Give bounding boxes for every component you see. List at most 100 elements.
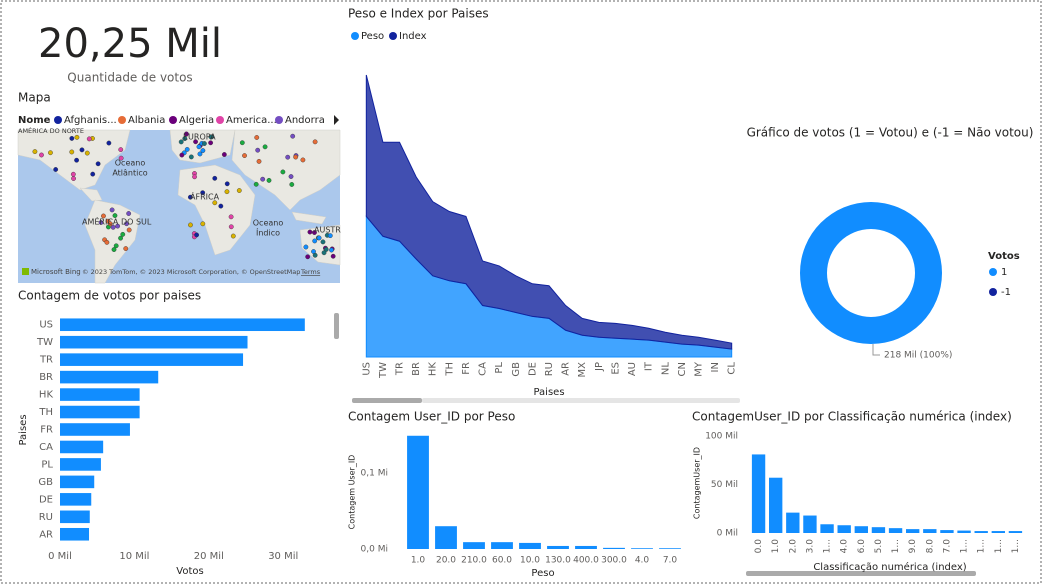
map-marker [239, 140, 245, 146]
y-tick-label: FR [40, 425, 53, 436]
map-marker [104, 239, 110, 245]
x-tick-label: AR [561, 362, 572, 376]
y-tick-label: TH [38, 407, 53, 418]
map-marker [71, 176, 76, 181]
bar [519, 542, 541, 549]
map-marker [323, 247, 329, 252]
map-marker [253, 181, 259, 187]
map-marker [212, 175, 218, 181]
map-marker [293, 154, 299, 160]
map-marker [327, 233, 333, 239]
map-marker [256, 158, 262, 164]
x-tick-label: 30 Mil [268, 551, 298, 562]
bar [60, 335, 248, 349]
x-tick-label: 5.0 [874, 539, 884, 554]
map-marker [106, 140, 112, 146]
bar [60, 458, 101, 471]
map-marker [111, 247, 117, 252]
x-axis-title: Paises [533, 387, 564, 398]
map-marker [109, 207, 115, 213]
map-marker [53, 167, 59, 172]
map-marker [288, 174, 294, 179]
x-tick-label: 7.0 [942, 539, 952, 554]
x-axis-title: Classificação numérica (index) [813, 561, 966, 573]
x-tick-label: 210.0 [461, 556, 487, 566]
map-marker [70, 171, 76, 177]
map-marker [187, 194, 193, 200]
map-marker [118, 235, 123, 241]
x-tick-label: ES [610, 362, 621, 375]
x-tick-label: 10.0 [520, 556, 540, 566]
y-tick-label: 50 Mil [711, 480, 738, 490]
map-marker [120, 231, 126, 237]
chart-title: Contagem User_ID por Peso [348, 410, 515, 424]
map-marker [193, 139, 198, 145]
map-marker [95, 161, 101, 167]
map-marker [221, 152, 227, 157]
map-marker [224, 181, 230, 187]
y-axis-title: ContagemUser_ID [693, 447, 702, 519]
map-marker [254, 135, 260, 140]
map-marker [289, 182, 295, 187]
map-marker [179, 152, 185, 158]
bar [751, 454, 766, 533]
map-marker [188, 154, 194, 160]
map-marker [212, 200, 218, 206]
legend-arrow[interactable] [334, 115, 339, 125]
bar [888, 528, 903, 533]
x-tick-label: US [361, 362, 372, 376]
y-tick-label: TR [39, 355, 53, 366]
y-tick-label: AR [39, 529, 53, 540]
x-tick-label: FR [461, 362, 472, 375]
map-marker [113, 243, 119, 249]
map-marker [74, 157, 79, 163]
map-marker [208, 140, 214, 146]
bar [974, 531, 988, 533]
scrollbar[interactable] [746, 571, 976, 576]
map-marker [230, 233, 236, 239]
map-marker [69, 135, 75, 141]
map-marker [285, 154, 291, 160]
bar [435, 526, 457, 549]
y-tick-label: US [39, 320, 53, 331]
scrollbar[interactable] [334, 313, 339, 339]
map-terms[interactable]: Terms [300, 268, 321, 276]
scrollbar[interactable] [352, 398, 422, 403]
map-title: Mapa [18, 91, 51, 105]
map: AMÉRICA DO NORTEEUROPAOceanoAtlânticoÁFR… [17, 126, 341, 284]
kpi-label: Quantidade de votos [67, 71, 192, 85]
chart-title: ContagemUser_ID por Classificação numéri… [692, 410, 1012, 424]
x-tick-label: CL [727, 362, 738, 375]
bar [991, 531, 1005, 533]
map-label: AMÉRICA DO NORTE [18, 126, 84, 135]
scroll-track [422, 398, 740, 403]
x-tick-label: NL [660, 362, 671, 375]
map-marker [86, 136, 92, 142]
map-marker [188, 222, 193, 228]
x-tick-label: PL [494, 362, 505, 374]
x-tick-label: 60.0 [492, 556, 512, 566]
map-marker [329, 247, 334, 253]
map-marker [197, 151, 203, 157]
map-label: Índico [256, 227, 280, 238]
x-tick-label: 130.0 [545, 556, 571, 566]
map-marker [307, 229, 313, 235]
legend-label: America... [226, 115, 277, 126]
x-tick-label: 20 Mil [194, 551, 224, 562]
map-marker [178, 139, 184, 145]
map-legend-title: Nome [18, 115, 51, 126]
bar [854, 526, 868, 533]
map-marker [320, 239, 326, 245]
x-tick-label: GB [511, 362, 522, 377]
x-tick-label: 1... [960, 539, 970, 553]
map-marker [115, 223, 121, 229]
bar [659, 548, 681, 549]
bar [407, 435, 429, 549]
chart-title: Peso e Index por Paises [348, 7, 489, 21]
y-tick-label: TW [36, 337, 53, 348]
x-tick-label: 4.0 [635, 556, 650, 566]
x-axis-title: Votos [176, 566, 203, 577]
x-tick-label: MX [577, 362, 588, 378]
map-marker [200, 221, 206, 227]
